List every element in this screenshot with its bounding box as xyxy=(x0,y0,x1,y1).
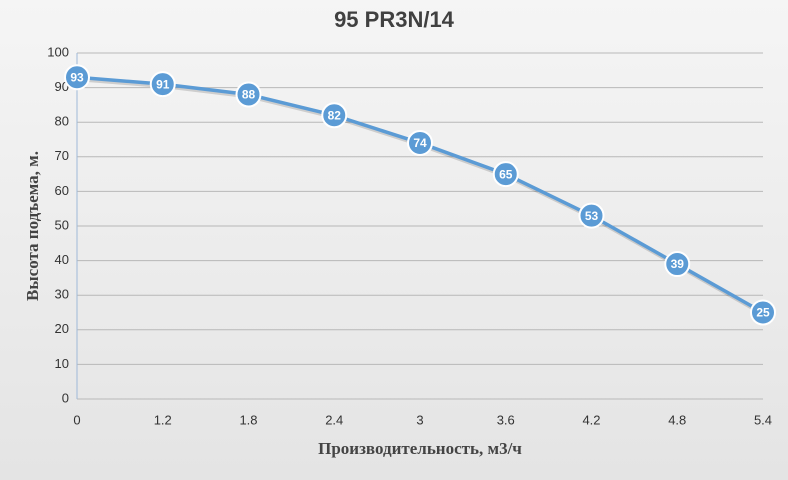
marker xyxy=(149,71,176,98)
data-label: 91 xyxy=(156,77,170,91)
data-label: 88 xyxy=(242,88,256,102)
marker xyxy=(235,81,262,108)
x-axis-title: Производительность, м3/ч xyxy=(318,439,522,458)
y-tick-label: 10 xyxy=(55,356,69,371)
marker xyxy=(321,102,348,129)
y-tick-label: 70 xyxy=(55,148,69,163)
marker xyxy=(664,251,691,278)
x-tick-label: 3 xyxy=(416,412,423,427)
y-tick-label: 0 xyxy=(62,390,69,405)
data-label: 25 xyxy=(756,306,770,320)
x-tick-label: 1.8 xyxy=(239,412,257,427)
x-tick-label: 4.2 xyxy=(582,412,600,427)
data-label: 82 xyxy=(328,108,342,122)
y-tick-label: 80 xyxy=(55,114,69,129)
marker xyxy=(578,202,605,229)
marker xyxy=(407,129,433,156)
x-tick-label: 5.4 xyxy=(754,412,772,427)
y-tick-label: 20 xyxy=(55,321,69,336)
y-axis-title: Высота подъема, м. xyxy=(23,151,42,301)
y-tick-label: 40 xyxy=(55,252,69,267)
x-tick-label: 3.6 xyxy=(497,412,515,427)
y-tick-label: 60 xyxy=(55,183,69,198)
y-tick-label: 50 xyxy=(55,217,69,232)
x-tick-label: 0 xyxy=(73,412,80,427)
marker xyxy=(64,64,90,91)
data-label: 65 xyxy=(499,167,513,181)
data-label: 39 xyxy=(671,257,685,271)
y-tick-label: 30 xyxy=(55,287,69,302)
marker xyxy=(492,161,519,188)
chart-title: 95 PR3N/14 xyxy=(334,7,455,32)
x-tick-label: 1.2 xyxy=(154,412,172,427)
y-tick-label: 100 xyxy=(47,44,69,59)
data-label: 74 xyxy=(413,136,427,150)
x-tick-label: 4.8 xyxy=(668,412,686,427)
data-label: 53 xyxy=(585,209,599,223)
marker xyxy=(750,299,776,326)
data-label: 93 xyxy=(70,70,84,84)
x-tick-label: 2.4 xyxy=(325,412,343,427)
